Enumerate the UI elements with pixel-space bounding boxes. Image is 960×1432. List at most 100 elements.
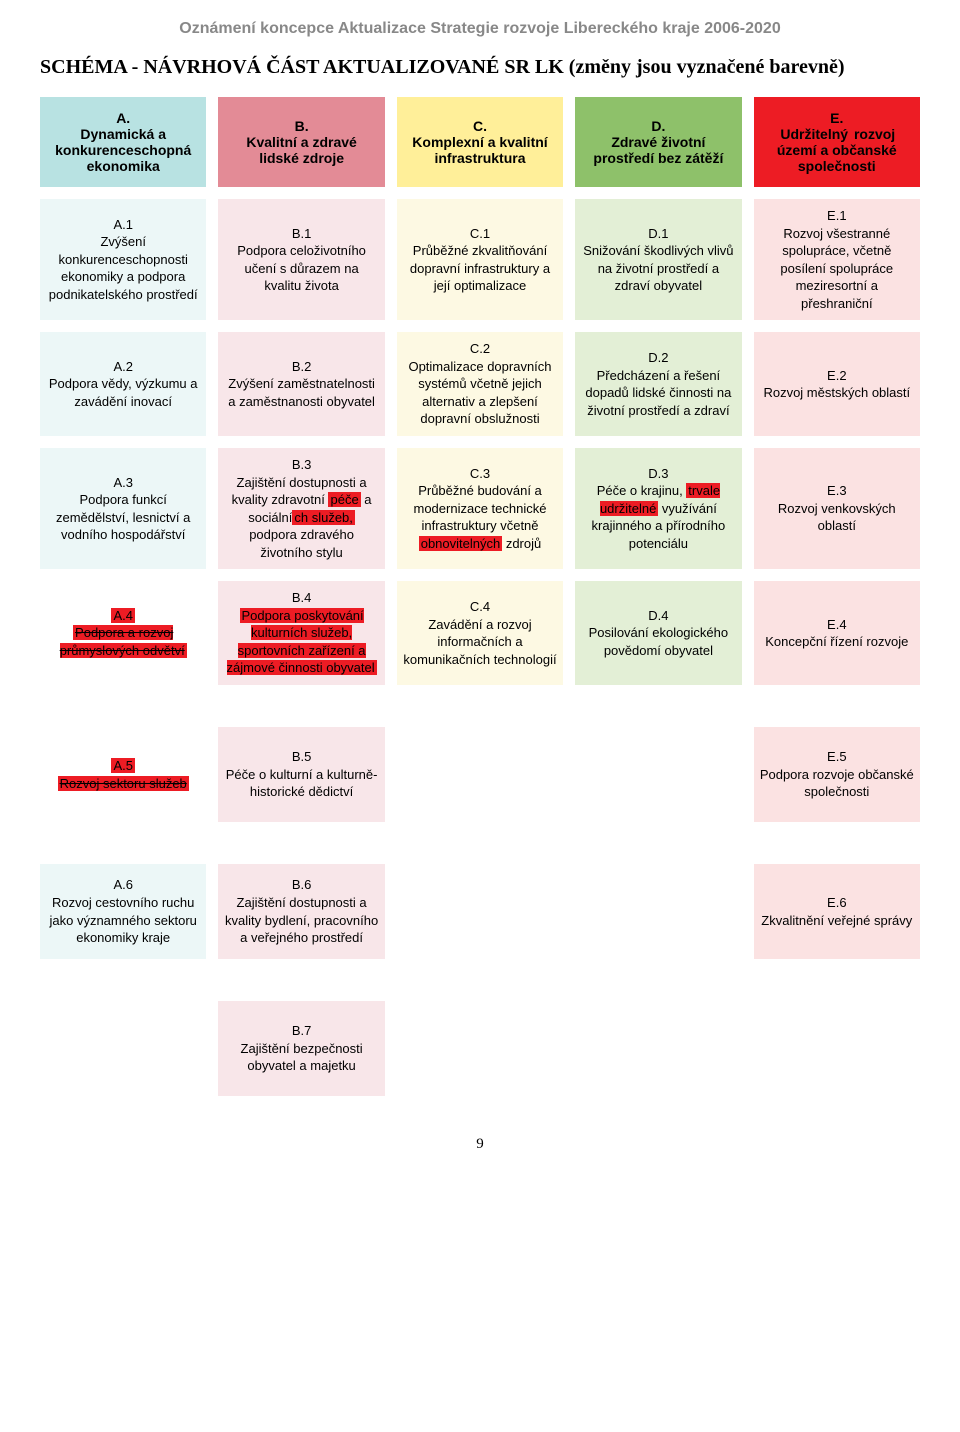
header-code-B: B. (226, 118, 376, 134)
row-spacer (754, 834, 920, 852)
cell-C-3: C.3Průběžné budování a modernizace techn… (397, 448, 563, 569)
cell-B-2: B.2Zvýšení zaměstnatelnosti a zaměstnano… (218, 332, 384, 436)
cell-text: Rozvoj městských oblastí (763, 384, 910, 402)
row-spacer (575, 971, 741, 989)
cell-A-3: A.3Podpora funkcí zemědělství, lesnictví… (40, 448, 206, 569)
cell-C-2: C.2Optimalizace dopravních systémů včetn… (397, 332, 563, 436)
header-E: E.Udržitelný rozvoj území a občanské spo… (754, 97, 920, 187)
cell-E-5: E.5Podpora rozvoje občanské společnosti (754, 727, 920, 822)
cell-C-4: C.4Zavádění a rozvoj informačních a komu… (397, 581, 563, 685)
cell-text: Podpora poskytování kulturních služeb, s… (224, 607, 378, 677)
empty-cell (754, 1001, 920, 1096)
cell-B-6: B.6Zajištění dostupnosti a kvality bydle… (218, 864, 384, 959)
cell-code: B.6 (292, 876, 312, 894)
row-spacer (397, 971, 563, 989)
cell-code: B.3 (292, 456, 312, 474)
cell-text: Rozvoj všestranné spolupráce, včetně pos… (760, 225, 914, 313)
empty-cell (40, 1001, 206, 1096)
empty-cell (575, 1001, 741, 1096)
header-A: A.Dynamická a konkurenceschopná ekonomik… (40, 97, 206, 187)
cell-text: Péče o kulturní a kulturně-historické dě… (224, 766, 378, 801)
cell-code: B.5 (292, 748, 312, 766)
cell-D-1: D.1Snižování škodlivých vlivů na životní… (575, 199, 741, 320)
cell-A-6: A.6Rozvoj cestovního ruchu jako významné… (40, 864, 206, 959)
cell-text: Optimalizace dopravních systémů včetně j… (403, 358, 557, 428)
row-spacer (218, 834, 384, 852)
row-spacer (218, 697, 384, 715)
header-C: C.Komplexní a kvalitní infrastruktura (397, 97, 563, 187)
cell-text: Podpora celoživotního učení s důrazem na… (224, 242, 378, 295)
cell-text: Zajištění bezpečnosti obyvatel a majetku (224, 1040, 378, 1075)
cell-code: E.4 (827, 616, 847, 634)
cell-code: B.4 (292, 589, 312, 607)
row-spacer (218, 971, 384, 989)
cell-text: Podpora funkcí zemědělství, lesnictví a … (46, 491, 200, 544)
cell-text: Posilování ekologického povědomí obyvate… (581, 624, 735, 659)
header-D: D.Zdravé životní prostředí bez zátěží (575, 97, 741, 187)
cell-text: Zajištění dostupnosti a kvality zdravotn… (224, 474, 378, 562)
header-code-E: E. (762, 110, 912, 126)
cell-text: Průběžné budování a modernizace technick… (403, 482, 557, 552)
empty-cell (397, 1001, 563, 1096)
cell-C-1: C.1Průběžné zkvalitňování dopravní infra… (397, 199, 563, 320)
cell-text: Snižování škodlivých vlivů na životní pr… (581, 242, 735, 295)
cell-E-1: E.1Rozvoj všestranné spolupráce, včetně … (754, 199, 920, 320)
cell-text: Rozvoj cestovního ruchu jako významného … (46, 894, 200, 947)
cell-E-2: E.2Rozvoj městských oblastí (754, 332, 920, 436)
cell-A-1: A.1Zvýšení konkurenceschopnosti ekonomik… (40, 199, 206, 320)
cell-text: Zvýšení zaměstnatelnosti a zaměstnanosti… (224, 375, 378, 410)
cell-code: A.1 (113, 216, 133, 234)
cell-code: E.5 (827, 748, 847, 766)
row-spacer (40, 971, 206, 989)
header-text-D: Zdravé životní prostředí bez zátěží (583, 134, 733, 166)
empty-cell (575, 727, 741, 822)
cell-B-7: B.7Zajištění bezpečnosti obyvatel a maje… (218, 1001, 384, 1096)
cell-E-6: E.6Zkvalitnění veřejné správy (754, 864, 920, 959)
cell-code: A.2 (113, 358, 133, 376)
cell-text: Průběžné zkvalitňování dopravní infrastr… (403, 242, 557, 295)
schema-grid: A.Dynamická a konkurenceschopná ekonomik… (40, 97, 920, 1096)
cell-code: A.6 (113, 876, 133, 894)
cell-code: B.1 (292, 225, 312, 243)
cell-E-4: E.4Koncepční řízení rozvoje (754, 581, 920, 685)
row-spacer (754, 971, 920, 989)
cell-code: C.2 (470, 340, 490, 358)
cell-B-1: B.1Podpora celoživotního učení s důrazem… (218, 199, 384, 320)
row-spacer (40, 834, 206, 852)
row-spacer (754, 697, 920, 715)
cell-B-5: B.5Péče o kulturní a kulturně-historické… (218, 727, 384, 822)
cell-code: C.4 (470, 598, 490, 616)
header-text-A: Dynamická a konkurenceschopná ekonomika (48, 126, 198, 174)
header-code-C: C. (405, 118, 555, 134)
header-code-D: D. (583, 118, 733, 134)
cell-text: Zavádění a rozvoj informačních a komunik… (403, 616, 557, 669)
cell-code: E.2 (827, 367, 847, 385)
cell-body: A.4Podpora a rozvoj průmyslových odvětví (46, 607, 200, 660)
cell-code: D.1 (648, 225, 668, 243)
cell-text: Zkvalitnění veřejné správy (761, 912, 912, 930)
doc-title: SCHÉMA - NÁVRHOVÁ ČÁST AKTUALIZOVANÉ SR … (40, 56, 920, 79)
header-text-B: Kvalitní a zdravé lidské zdroje (226, 134, 376, 166)
cell-text: Rozvoj venkovských oblastí (760, 500, 914, 535)
cell-code: D.3 (648, 465, 668, 483)
header-text-E: Udržitelný rozvoj území a občanské spole… (762, 126, 912, 174)
cell-B-3: B.3Zajištění dostupnosti a kvality zdrav… (218, 448, 384, 569)
row-spacer (397, 697, 563, 715)
cell-E-3: E.3Rozvoj venkovských oblastí (754, 448, 920, 569)
page-number: 9 (40, 1136, 920, 1153)
cell-code: B.7 (292, 1022, 312, 1040)
cell-D-3: D.3Péče o krajinu, trvale udržitelné vyu… (575, 448, 741, 569)
cell-A-4: A.4Podpora a rozvoj průmyslových odvětví (40, 581, 206, 685)
cell-D-2: D.2Předcházení a řešení dopadů lidské či… (575, 332, 741, 436)
cell-code: E.1 (827, 207, 847, 225)
cell-text: Péče o krajinu, trvale udržitelné využív… (581, 482, 735, 552)
cell-code: B.2 (292, 358, 312, 376)
cell-text: Podpora rozvoje občanské společnosti (760, 766, 914, 801)
cell-code: D.2 (648, 349, 668, 367)
cell-code: D.4 (648, 607, 668, 625)
header-text-C: Komplexní a kvalitní infrastruktura (405, 134, 555, 166)
header-code-A: A. (48, 110, 198, 126)
cell-text: Koncepční řízení rozvoje (765, 633, 908, 651)
row-spacer (575, 834, 741, 852)
empty-cell (397, 727, 563, 822)
